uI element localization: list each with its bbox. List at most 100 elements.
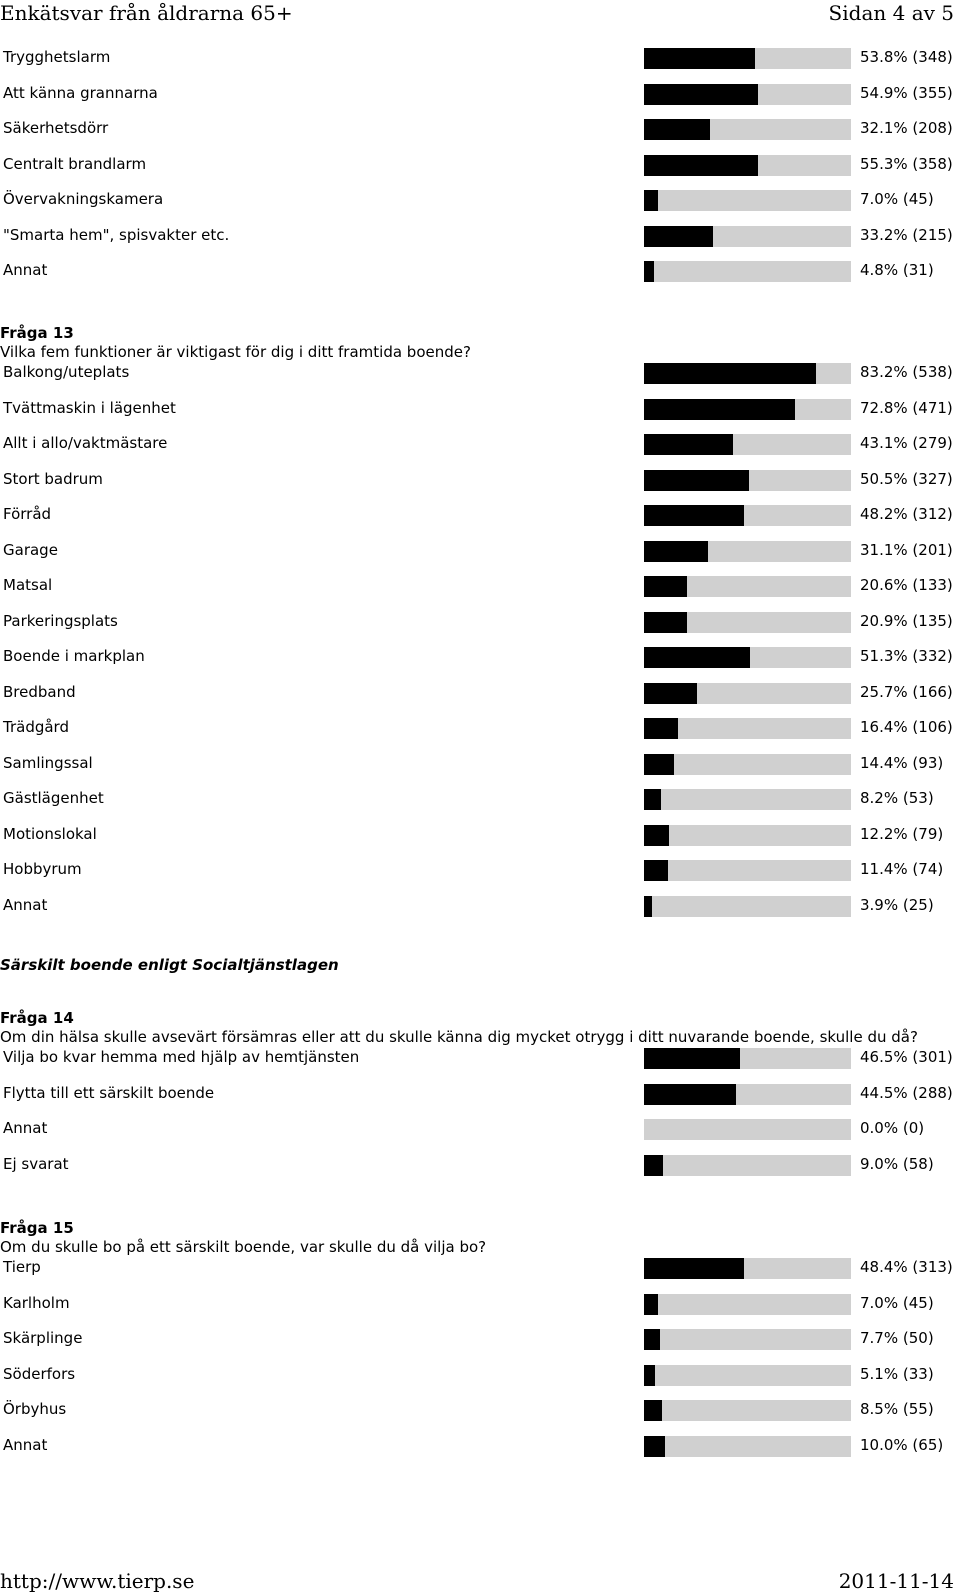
percentage-bar-fill (644, 48, 756, 69)
result-row: Vilja bo kvar hemma med hjälp av hemtjän… (0, 1047, 960, 1083)
percentage-bar (644, 1329, 851, 1350)
answer-value: 53.8% (348) (860, 48, 953, 66)
percentage-bar (644, 225, 851, 247)
percentage-bar (644, 434, 851, 455)
q14-rows: Vilja bo kvar hemma med hjälp av hemtjän… (0, 1047, 960, 1189)
result-row: Annat 4.8% (31) (0, 260, 960, 296)
percentage-bar-fill (644, 1293, 659, 1315)
answer-label: Trygghetslarm (3, 48, 111, 66)
question-text: Om du skulle bo på ett särskilt boende, … (0, 1238, 487, 1256)
result-row: Annat 10.0% (65) (0, 1435, 960, 1471)
percentage-bar (644, 1119, 851, 1140)
answer-value: 50.5% (327) (860, 469, 953, 488)
answer-value: 54.9% (355) (860, 83, 953, 102)
percentage-bar (644, 261, 851, 282)
q15-rows: Tierp 48.4% (313) Karlholm 7.0% (45) Skärpli… (0, 1257, 960, 1470)
percentage-bar-fill (644, 83, 758, 105)
result-row: Säkerhetsdörr 32.1% (208) (0, 118, 960, 154)
percentage-bar-fill (644, 824, 670, 846)
percentage-bar-fill (644, 1083, 737, 1105)
answer-value: 51.3% (332) (860, 647, 953, 665)
answer-label: Annat (3, 1119, 48, 1137)
answer-value: 20.9% (135) (860, 611, 953, 630)
percentage-bar (644, 398, 851, 420)
answer-label: Balkong/uteplats (3, 363, 130, 381)
answer-label: Centralt brandlarm (3, 154, 147, 173)
result-row: Motionslokal 12.2% (79) (0, 824, 960, 860)
result-row: Hobbyrum 11.4% (74) (0, 859, 960, 895)
percentage-bar (644, 119, 851, 140)
result-row: Tierp 48.4% (313) (0, 1257, 960, 1293)
percentage-bar-fill (644, 190, 659, 211)
percentage-bar (644, 1154, 851, 1176)
result-row: Söderfors 5.1% (33) (0, 1364, 960, 1400)
percentage-bar-fill (644, 682, 698, 704)
answer-value: 32.1% (208) (860, 119, 953, 137)
footer-url: http://www.tierp.se (0, 1569, 195, 1593)
result-row: Ej svarat 9.0% (58) (0, 1154, 960, 1190)
answer-label: Stort badrum (3, 469, 103, 488)
answer-label: Bredband (3, 682, 76, 701)
percentage-bar (644, 789, 851, 810)
result-row: Garage 31.1% (201) (0, 540, 960, 576)
answer-value: 31.1% (201) (860, 540, 953, 559)
percentage-bar-fill (644, 718, 678, 739)
document-title: Enkätsvar från åldrarna 65+ (0, 1, 293, 25)
answer-value: 0.0% (0) (860, 1119, 925, 1137)
answer-label: Allt i allo/vaktmästare (3, 434, 168, 452)
percentage-bar-fill (644, 119, 711, 140)
percentage-bar-fill (644, 860, 668, 881)
answer-label: Trädgård (3, 718, 69, 736)
answer-label: Garage (3, 540, 58, 559)
answer-label: Parkeringsplats (3, 611, 118, 630)
page-header: Enkätsvar från åldrarna 65+ Sidan 4 av 5 (0, 0, 960, 26)
answer-label: Förråd (3, 505, 52, 523)
percentage-bar (644, 895, 851, 917)
percentage-bar (644, 1435, 851, 1457)
result-row: Trädgård 16.4% (106) (0, 717, 960, 753)
answer-value: 9.0% (58) (860, 1154, 934, 1173)
answer-label: Annat (3, 895, 48, 914)
percentage-bar-fill (644, 1048, 741, 1069)
q13-rows: Balkong/uteplats 83.2% (538) Tvättmaskin i… (0, 362, 960, 930)
answer-value: 72.8% (471) (860, 398, 953, 417)
percentage-bar-fill (644, 1435, 665, 1457)
answer-label: Karlholm (3, 1293, 70, 1312)
percentage-bar-fill (644, 398, 795, 420)
percentage-bar-fill (644, 1364, 655, 1386)
answer-value: 8.2% (53) (860, 789, 934, 807)
result-row: Gästlägenhet 8.2% (53) (0, 788, 960, 824)
percentage-bar-fill (644, 434, 734, 455)
percentage-bar-fill (644, 576, 687, 597)
percentage-bar-fill (644, 469, 749, 491)
result-row: Skärplinge 7.7% (50) (0, 1328, 960, 1364)
percentage-bar (644, 540, 851, 562)
answer-value: 7.0% (45) (860, 1293, 934, 1312)
answer-label: Säkerhetsdörr (3, 119, 109, 137)
result-row: Bredband 25.7% (166) (0, 682, 960, 718)
percentage-bar (644, 48, 851, 69)
percentage-bar (644, 1400, 851, 1421)
answer-label: Ej svarat (3, 1154, 69, 1173)
answer-label: Annat (3, 261, 48, 279)
percentage-bar (644, 190, 851, 211)
answer-value: 8.5% (55) (860, 1400, 934, 1418)
result-row: Centralt brandlarm 55.3% (358) (0, 154, 960, 190)
percentage-bar (644, 1083, 851, 1105)
percentage-bar (644, 1293, 851, 1315)
answer-value: 55.3% (358) (860, 154, 953, 173)
q12-rows: Trygghetslarm 53.8% (348) Att känna granna… (0, 47, 960, 296)
question-label: Fråga 13 (0, 324, 74, 342)
answer-value: 48.2% (312) (860, 505, 953, 523)
answer-label: Annat (3, 1435, 48, 1454)
result-row: Tvättmaskin i lägenhet 72.8% (471) (0, 398, 960, 434)
percentage-bar (644, 576, 851, 597)
answer-value: 16.4% (106) (860, 718, 953, 736)
footer-date: 2011-11-14 (838, 1569, 954, 1593)
answer-label: Hobbyrum (3, 860, 82, 878)
q12-results: Trygghetslarm 53.8% (348) Att känna granna… (0, 47, 960, 296)
answer-value: 7.0% (45) (860, 190, 934, 208)
answer-value: 83.2% (538) (860, 363, 953, 381)
answer-label: Motionslokal (3, 824, 97, 843)
result-row: Trygghetslarm 53.8% (348) (0, 47, 960, 83)
